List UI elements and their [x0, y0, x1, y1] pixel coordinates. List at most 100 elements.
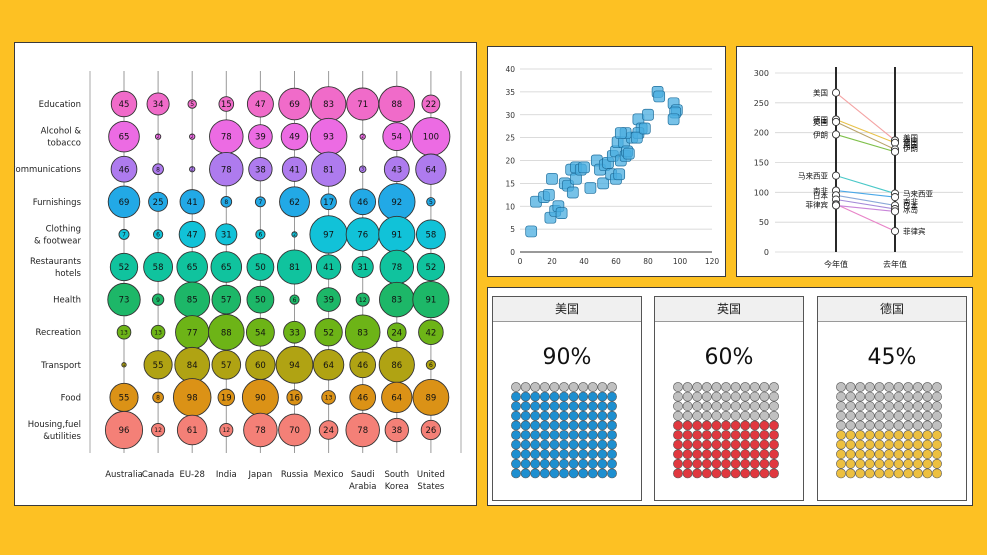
waffle-dot-filled — [711, 449, 722, 460]
bubble-value-label: 6 — [429, 362, 433, 369]
y-tick-label: 35 — [505, 88, 515, 97]
series-line — [835, 121, 896, 150]
waffle-dot-empty — [864, 420, 875, 431]
waffle-dot-filled — [922, 458, 933, 469]
waffle-dot-empty — [922, 382, 933, 392]
waffle-card-title: 美国 — [493, 297, 641, 322]
waffle-dot-empty — [874, 410, 885, 421]
waffle-grid — [673, 382, 779, 479]
waffle-dot-filled — [711, 439, 722, 450]
waffle-dot-empty — [836, 391, 846, 402]
bubble-value-label: 78 — [221, 133, 232, 143]
waffle-dot-filled — [903, 439, 914, 450]
bubble — [281, 156, 308, 182]
bubble — [415, 153, 447, 185]
waffle-dot-empty — [749, 410, 760, 421]
waffle-dot-filled — [701, 439, 712, 450]
waffle-dot-empty — [855, 420, 866, 431]
right-series-label: 美国 — [903, 132, 918, 142]
waffle-dot-filled — [597, 391, 608, 402]
scatter-point — [566, 186, 579, 199]
bubble — [418, 319, 444, 345]
bubble-value-label: 41 — [323, 263, 334, 273]
waffle-dot-empty — [874, 391, 885, 402]
waffle-card-title: 英国 — [655, 297, 803, 322]
scatter-point — [597, 177, 610, 190]
waffle-dot-filled — [673, 468, 683, 479]
waffle-dot-filled — [539, 401, 550, 412]
waffle-dot-filled — [682, 420, 693, 431]
bubble-value-label: 77 — [187, 328, 198, 338]
bubble — [254, 196, 266, 208]
waffle-dot-filled — [740, 430, 751, 440]
scatter-point — [525, 225, 538, 238]
bubble — [383, 156, 410, 183]
right-series-label: 日本 — [903, 200, 918, 210]
waffle-dot-empty — [893, 420, 904, 431]
waffle-dot-filled — [520, 430, 531, 440]
bubble-value-label: 2 — [293, 232, 296, 237]
bubble — [378, 85, 416, 123]
scatter-point — [667, 113, 680, 126]
waffle-dot-filled — [597, 420, 608, 431]
waffle-dot-filled — [597, 468, 608, 479]
bubble-value-label: 19 — [221, 393, 232, 403]
waffle-dot-empty — [692, 382, 703, 392]
series-point-right — [890, 147, 900, 156]
waffle-dot-filled — [749, 458, 760, 469]
waffle-dot-filled — [864, 458, 875, 469]
waffle-dot-empty — [836, 410, 846, 421]
waffle-dot-empty — [893, 391, 904, 402]
waffle-dot-filled — [932, 439, 942, 450]
waffle-dot-filled — [511, 449, 521, 460]
bubble — [151, 422, 166, 438]
waffle-dot-filled — [597, 401, 608, 412]
waffle-dot-filled — [749, 449, 760, 460]
waffle-dot-filled — [711, 468, 722, 479]
left-series-label: 英国 — [813, 117, 828, 127]
waffle-dot-empty — [903, 401, 914, 412]
bubble — [349, 351, 377, 379]
bubble-value-label: 17 — [323, 198, 334, 208]
waffle-dot-empty — [520, 382, 531, 392]
waffle-dot-filled — [568, 439, 579, 450]
x-tick-label: Japan — [248, 470, 273, 480]
waffle-dot-empty — [759, 382, 770, 392]
bubble-value-label: 24 — [391, 328, 402, 338]
bubble-value-label: 26 — [425, 426, 436, 436]
waffle-dot-filled — [607, 430, 617, 440]
bubble-value-label: 5 — [190, 101, 194, 108]
waffle-dot-filled — [759, 420, 770, 431]
bubble-value-label: 70 — [289, 426, 300, 436]
bubble — [189, 166, 196, 173]
waffle-dot-empty — [711, 401, 722, 412]
bubble — [426, 197, 436, 207]
waffle-dot-filled — [530, 449, 541, 460]
waffle-dot-empty — [769, 401, 779, 412]
waffle-dot-filled — [549, 401, 560, 412]
bubble-value-label: 64 — [323, 361, 334, 371]
waffle-dot-filled — [539, 391, 550, 402]
waffle-dot-empty — [845, 401, 856, 412]
waffle-dot-empty — [932, 382, 942, 392]
bubble — [210, 251, 243, 283]
waffle-dot-filled — [721, 458, 731, 469]
waffle-dot-filled — [607, 439, 617, 450]
waffle-card-percent: 60% — [704, 345, 754, 370]
waffle-dot-empty — [759, 391, 770, 402]
waffle-dot-empty — [884, 420, 894, 431]
waffle-dot-filled — [559, 468, 569, 479]
waffle-dot-empty — [740, 401, 751, 412]
waffle-dot-empty — [922, 420, 933, 431]
right-series-label: 马来西亚 — [903, 190, 933, 199]
row-label: Furnishings — [33, 198, 82, 208]
waffle-dot-filled — [530, 430, 541, 440]
waffle-dot-filled — [845, 449, 856, 460]
waffle-dot-empty — [836, 420, 846, 431]
waffle-dot-empty — [568, 382, 579, 392]
bubble — [279, 186, 310, 218]
series-point-right — [890, 207, 900, 216]
scatter-point — [642, 108, 654, 121]
waffle-dot-filled — [922, 430, 933, 440]
waffle-dot-filled — [730, 430, 741, 440]
